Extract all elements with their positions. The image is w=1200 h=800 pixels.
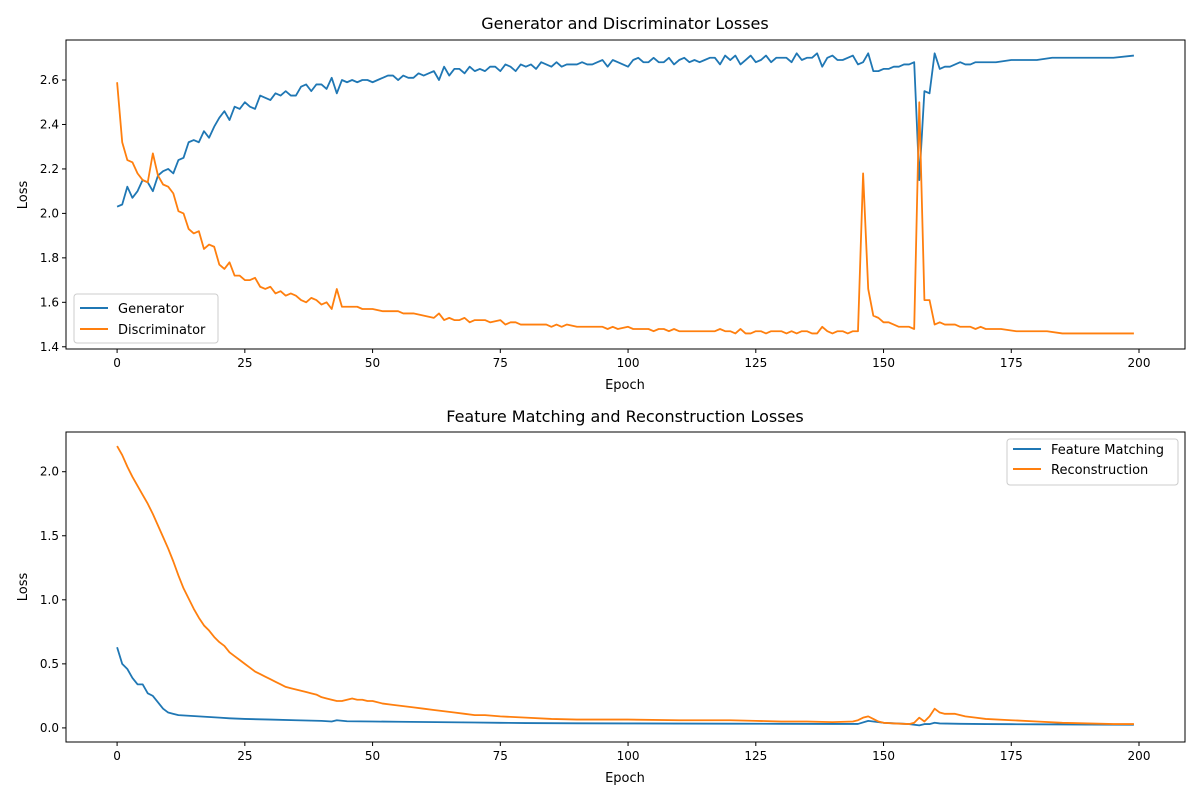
plot-bottom-legend-label-reconstruction: Reconstruction bbox=[1051, 463, 1148, 478]
plot-top-legend-label-generator: Generator bbox=[118, 302, 185, 317]
plot-bottom-series-layer bbox=[116, 445, 1134, 727]
plot-top: Generator and Discriminator Losses 0 25 50… bbox=[16, 14, 1186, 393]
ytick-label: 0.0 bbox=[40, 721, 59, 735]
xtick-label: 0 bbox=[113, 356, 121, 370]
ytick-label: 2.2 bbox=[40, 162, 59, 176]
xtick-label: 175 bbox=[1000, 749, 1023, 763]
series-line-discriminator bbox=[116, 82, 1134, 335]
ytick-label: 0.5 bbox=[40, 657, 59, 671]
plot-top-series-layer bbox=[116, 52, 1134, 335]
xtick-label: 50 bbox=[365, 356, 380, 370]
plot-top-axes-frame bbox=[65, 39, 1186, 350]
series-line-reconstruction bbox=[116, 445, 1134, 725]
xtick-label: 75 bbox=[493, 356, 508, 370]
xtick-label: 25 bbox=[237, 356, 252, 370]
plot-top-legend-label-discriminator: Discriminator bbox=[118, 323, 206, 338]
xtick-label: 75 bbox=[493, 749, 508, 763]
ytick-label: 1.8 bbox=[40, 251, 59, 265]
series-line-feature-matching bbox=[116, 646, 1134, 727]
xtick-label: 200 bbox=[1128, 749, 1151, 763]
plot-bottom-ylabel: Loss bbox=[16, 573, 31, 602]
ytick-label: 2.0 bbox=[40, 465, 59, 479]
xtick-label: 100 bbox=[617, 749, 640, 763]
xtick-label: 0 bbox=[113, 749, 121, 763]
plot-bottom-yticks: 0.0 0.5 1.0 1.5 2.0 bbox=[40, 465, 66, 735]
plot-top-title: Generator and Discriminator Losses bbox=[481, 14, 768, 33]
ytick-label: 1.4 bbox=[40, 340, 59, 354]
plot-top-ylabel: Loss bbox=[16, 181, 31, 210]
ytick-label: 1.6 bbox=[40, 295, 59, 309]
plot-top-legend: Generator Discriminator bbox=[73, 293, 219, 344]
plot-bottom-title: Feature Matching and Reconstruction Loss… bbox=[446, 407, 803, 426]
series-line-generator bbox=[116, 52, 1134, 208]
ytick-label: 1.0 bbox=[40, 593, 59, 607]
plot-bottom-legend-label-feature-matching: Feature Matching bbox=[1051, 443, 1164, 458]
plot-bottom-xticks: 0 25 50 75 100 125 150 175 200 bbox=[113, 742, 1150, 763]
plot-bottom-xlabel: Epoch bbox=[605, 771, 645, 786]
xtick-label: 50 bbox=[365, 749, 380, 763]
plot-top-yticks: 1.4 1.6 1.8 2.0 2.2 2.4 2.6 bbox=[40, 73, 66, 354]
plot-bottom-legend-box bbox=[1006, 438, 1179, 486]
ytick-label: 2.4 bbox=[40, 117, 59, 131]
ytick-label: 2.0 bbox=[40, 206, 59, 220]
xtick-label: 150 bbox=[872, 356, 895, 370]
xtick-label: 125 bbox=[744, 356, 767, 370]
xtick-label: 125 bbox=[744, 749, 767, 763]
plot-bottom: Feature Matching and Reconstruction Loss… bbox=[16, 407, 1186, 786]
plot-bottom-axes-frame bbox=[65, 431, 1186, 743]
plot-top-legend-box bbox=[73, 293, 219, 344]
xtick-label: 150 bbox=[872, 749, 895, 763]
xtick-label: 100 bbox=[617, 356, 640, 370]
ytick-label: 2.6 bbox=[40, 73, 59, 87]
ytick-label: 1.5 bbox=[40, 529, 59, 543]
xtick-label: 175 bbox=[1000, 356, 1023, 370]
xtick-label: 200 bbox=[1128, 356, 1151, 370]
plot-bottom-legend: Feature Matching Reconstruction bbox=[1006, 438, 1179, 486]
plot-top-xticks: 0 25 50 75 100 125 150 175 200 bbox=[113, 349, 1150, 370]
plot-top-xlabel: Epoch bbox=[605, 378, 645, 393]
xtick-label: 25 bbox=[237, 749, 252, 763]
